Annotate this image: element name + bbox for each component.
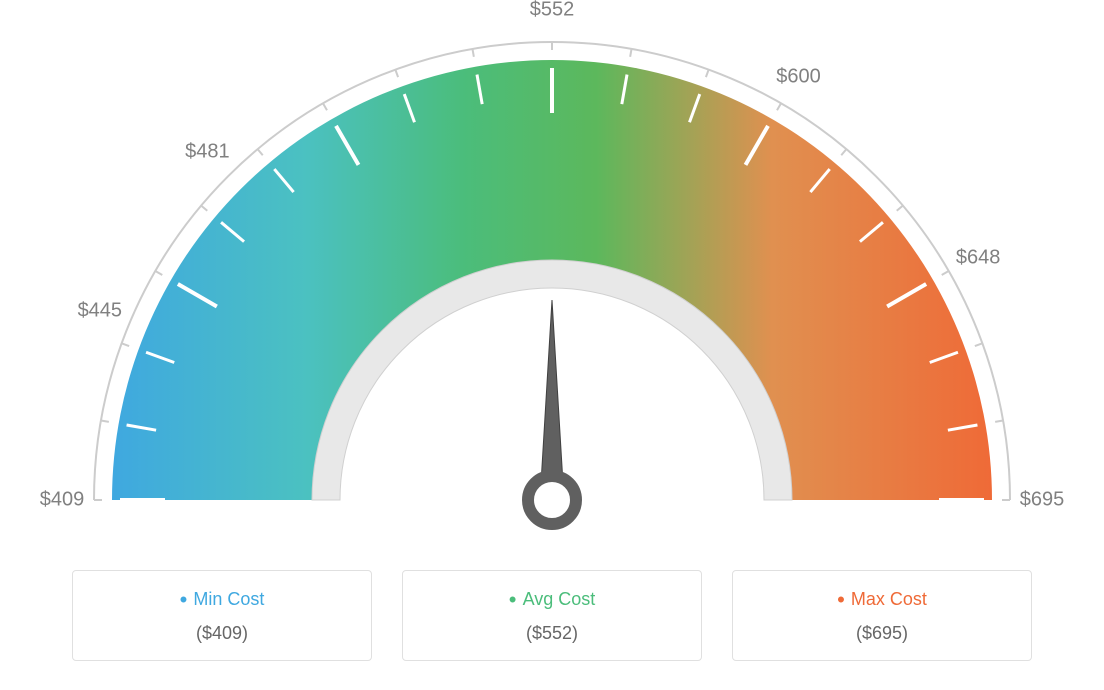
gauge-tick-label: $695 bbox=[1020, 489, 1065, 512]
legend-label-min: Min Cost bbox=[180, 587, 265, 613]
gauge-svg bbox=[0, 0, 1104, 570]
legend-value-max: ($695) bbox=[856, 623, 908, 643]
gauge-tick-label: $552 bbox=[530, 0, 575, 22]
gauge-chart: $409 $445 $481 $552 $600 $648 $695 bbox=[0, 0, 1104, 570]
gauge-tick-label: $445 bbox=[78, 300, 123, 323]
legend-label-avg: Avg Cost bbox=[509, 587, 596, 613]
legend-value-min: ($409) bbox=[196, 623, 248, 643]
legend-value-avg: ($552) bbox=[526, 623, 578, 643]
legend-card-min: Min Cost ($409) bbox=[72, 570, 372, 661]
legend-row: Min Cost ($409) Avg Cost ($552) Max Cost… bbox=[0, 570, 1104, 661]
gauge-tick-label: $600 bbox=[776, 65, 821, 88]
legend-card-max: Max Cost ($695) bbox=[732, 570, 1032, 661]
legend-card-avg: Avg Cost ($552) bbox=[402, 570, 702, 661]
gauge-tick-label: $481 bbox=[185, 140, 230, 163]
legend-label-max: Max Cost bbox=[837, 587, 927, 613]
gauge-tick-label: $409 bbox=[40, 489, 85, 512]
gauge-tick-label: $648 bbox=[956, 247, 1001, 270]
